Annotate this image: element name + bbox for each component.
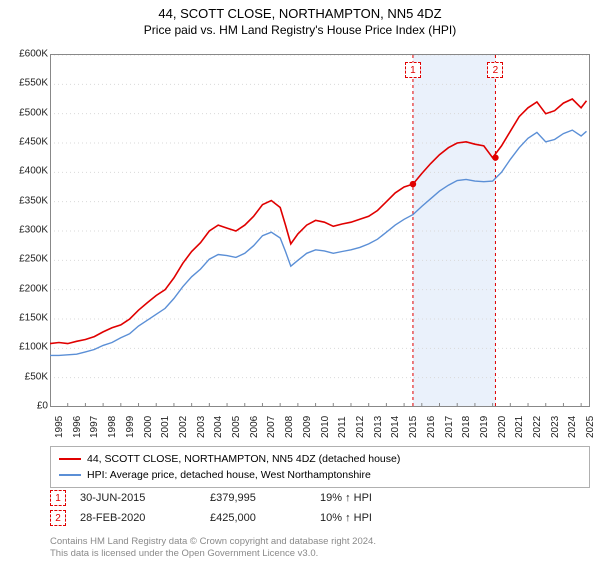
ytick-label: £250K (2, 254, 48, 265)
legend-swatch (59, 458, 81, 460)
chart-container: 44, SCOTT CLOSE, NORTHAMPTON, NN5 4DZ Pr… (0, 6, 600, 566)
xtick-label: 1995 (54, 416, 65, 438)
sale-marker-box: 1 (405, 62, 421, 78)
ytick-label: £100K (2, 342, 48, 353)
xtick-label: 2011 (337, 416, 348, 438)
license-text: Contains HM Land Registry data © Crown c… (50, 536, 590, 560)
sale-price: £379,995 (210, 492, 320, 504)
xtick-label: 2012 (355, 416, 366, 438)
ytick-label: £500K (2, 107, 48, 118)
chart-subtitle: Price paid vs. HM Land Registry's House … (0, 23, 600, 37)
legend: 44, SCOTT CLOSE, NORTHAMPTON, NN5 4DZ (d… (50, 446, 590, 488)
xtick-label: 2005 (231, 416, 242, 438)
ytick-label: £550K (2, 78, 48, 89)
xtick-label: 2016 (426, 416, 437, 438)
xtick-label: 2003 (196, 416, 207, 438)
xtick-label: 2002 (178, 416, 189, 438)
sale-date: 30-JUN-2015 (80, 492, 210, 504)
sale-date: 28-FEB-2020 (80, 512, 210, 524)
license-line-2: This data is licensed under the Open Gov… (50, 548, 318, 559)
ytick-label: £350K (2, 195, 48, 206)
ytick-label: £300K (2, 225, 48, 236)
plot-area (50, 54, 590, 406)
xtick-label: 2019 (479, 416, 490, 438)
sale-delta: 19% ↑ HPI (320, 492, 440, 504)
sale-row: 2 28-FEB-2020£425,00010% ↑ HPI (50, 510, 590, 526)
xtick-label: 2008 (284, 416, 295, 438)
legend-row: HPI: Average price, detached house, West… (59, 467, 581, 483)
sale-row-marker: 1 (50, 490, 66, 506)
xtick-label: 2006 (249, 416, 260, 438)
ytick-label: £400K (2, 166, 48, 177)
series-line (50, 130, 587, 355)
xtick-label: 2022 (532, 416, 543, 438)
ytick-label: £0 (2, 401, 48, 412)
legend-swatch (59, 474, 81, 476)
xtick-label: 2020 (497, 416, 508, 438)
xtick-label: 2018 (461, 416, 472, 438)
xtick-label: 1996 (72, 416, 83, 438)
sale-marker-box: 2 (487, 62, 503, 78)
ytick-label: £200K (2, 283, 48, 294)
xtick-label: 2010 (320, 416, 331, 438)
xtick-label: 2014 (390, 416, 401, 438)
xtick-label: 1998 (107, 416, 118, 438)
xtick-label: 2000 (143, 416, 154, 438)
legend-label: 44, SCOTT CLOSE, NORTHAMPTON, NN5 4DZ (d… (87, 453, 400, 465)
xtick-label: 2023 (550, 416, 561, 438)
xtick-label: 2021 (514, 416, 525, 438)
xtick-label: 2024 (567, 416, 578, 438)
sale-delta: 10% ↑ HPI (320, 512, 440, 524)
sale-row: 1 30-JUN-2015£379,99519% ↑ HPI (50, 490, 590, 506)
ytick-label: £600K (2, 49, 48, 60)
xtick-label: 1997 (89, 416, 100, 438)
xtick-label: 2015 (408, 416, 419, 438)
plot-svg (50, 55, 590, 407)
xtick-label: 2017 (444, 416, 455, 438)
legend-label: HPI: Average price, detached house, West… (87, 469, 371, 481)
xtick-label: 2007 (266, 416, 277, 438)
xtick-label: 2009 (302, 416, 313, 438)
xtick-label: 2004 (213, 416, 224, 438)
license-line-1: Contains HM Land Registry data © Crown c… (50, 536, 376, 547)
chart-title: 44, SCOTT CLOSE, NORTHAMPTON, NN5 4DZ (0, 6, 600, 21)
xtick-label: 1999 (125, 416, 136, 438)
series-line (50, 99, 587, 344)
sale-price: £425,000 (210, 512, 320, 524)
ytick-label: £450K (2, 137, 48, 148)
legend-row: 44, SCOTT CLOSE, NORTHAMPTON, NN5 4DZ (d… (59, 451, 581, 467)
xtick-label: 2025 (585, 416, 596, 438)
sale-row-marker: 2 (50, 510, 66, 526)
xtick-label: 2001 (160, 416, 171, 438)
ytick-label: £50K (2, 371, 48, 382)
ytick-label: £150K (2, 313, 48, 324)
xtick-label: 2013 (373, 416, 384, 438)
